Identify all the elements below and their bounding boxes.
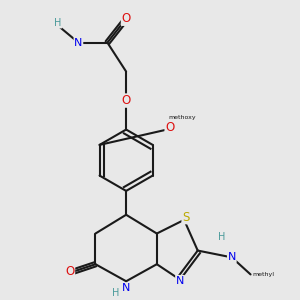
Text: O: O [122, 94, 131, 107]
Text: H: H [54, 18, 61, 28]
Text: H: H [218, 232, 225, 242]
Text: O: O [165, 121, 174, 134]
Text: O: O [65, 265, 74, 278]
Text: S: S [182, 211, 190, 224]
Text: methoxy: methoxy [169, 115, 196, 120]
Text: N: N [176, 276, 184, 286]
Text: N: N [74, 38, 82, 48]
Text: N: N [228, 252, 236, 262]
Text: N: N [122, 283, 130, 293]
Text: methyl: methyl [252, 272, 274, 277]
Text: O: O [122, 12, 131, 25]
Text: H: H [112, 288, 120, 298]
